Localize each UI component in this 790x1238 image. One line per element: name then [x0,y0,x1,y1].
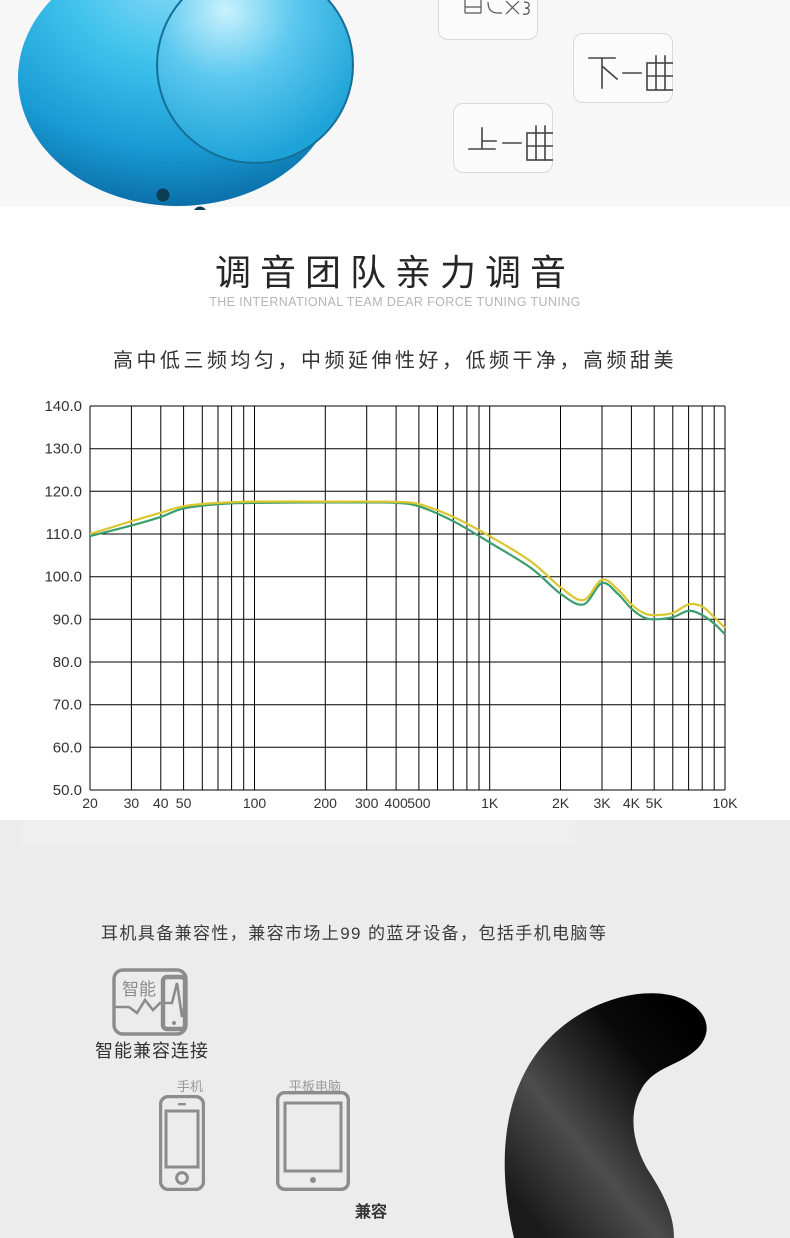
svg-text:70.0: 70.0 [53,697,82,714]
svg-text:4K: 4K [623,795,641,811]
svg-text:20: 20 [82,795,98,811]
svg-text:30: 30 [124,795,140,811]
svg-text:40: 40 [153,795,169,811]
svg-text:10K: 10K [713,795,739,811]
svg-text:2K: 2K [552,795,570,811]
svg-text:140.0: 140.0 [44,398,82,415]
svg-text:100.0: 100.0 [44,569,82,586]
svg-text:200: 200 [314,795,338,811]
svg-text:智能: 智能 [122,980,156,999]
svg-text:500: 500 [407,795,431,811]
svg-text:130.0: 130.0 [44,441,82,458]
svg-text:300: 300 [355,795,379,811]
svg-text:400: 400 [384,795,408,811]
svg-text:1K: 1K [481,795,499,811]
svg-text:3K: 3K [593,795,611,811]
svg-text:50.0: 50.0 [53,782,82,799]
svg-text:80.0: 80.0 [53,654,82,671]
svg-text:120.0: 120.0 [44,483,82,500]
svg-text:100: 100 [243,795,267,811]
svg-text:110.0: 110.0 [46,526,82,543]
svg-text:60.0: 60.0 [53,739,82,756]
svg-text:5K: 5K [646,795,664,811]
svg-text:50: 50 [176,795,192,811]
svg-text:90.0: 90.0 [53,611,82,628]
